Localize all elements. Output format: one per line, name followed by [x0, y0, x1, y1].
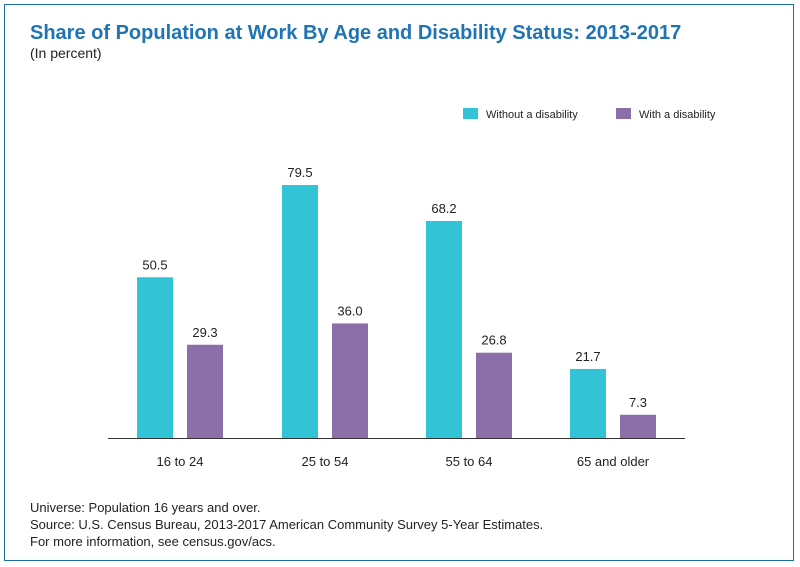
chart-frame: [4, 4, 794, 561]
bar-with-disability: [476, 352, 512, 438]
data-label: 21.7: [575, 349, 600, 364]
bar-without-disability: [426, 220, 462, 438]
data-label: 68.2: [431, 201, 456, 216]
data-label: 26.8: [481, 333, 506, 348]
universe-note: Universe: Population 16 years and over.: [30, 500, 261, 515]
bar-without-disability: [137, 277, 173, 438]
x-tick-label: 25 to 54: [302, 454, 349, 469]
bar-with-disability: [332, 323, 368, 438]
chart-subtitle: (In percent): [30, 45, 102, 61]
legend-without-disability-label: Without a disability: [486, 109, 578, 121]
bar-with-disability: [187, 344, 223, 438]
legend-with-disability-label: With a disability: [639, 109, 716, 121]
data-label: 79.5: [287, 165, 312, 180]
data-label: 29.3: [192, 325, 217, 340]
data-label: 7.3: [629, 395, 647, 410]
x-tick-label: 16 to 24: [157, 454, 204, 469]
legend-with-disability-swatch: [616, 108, 631, 119]
chart-title: Share of Population at Work By Age and D…: [30, 22, 682, 44]
legend-without-disability-swatch: [463, 108, 478, 119]
info-note: For more information, see census.gov/acs…: [30, 534, 276, 549]
bar-without-disability: [282, 185, 318, 438]
x-tick-label: 65 and older: [577, 454, 650, 469]
data-label: 36.0: [337, 303, 362, 318]
x-tick-label: 55 to 64: [446, 454, 493, 469]
chart-footer: Universe: Population 16 years and over. …: [30, 499, 543, 550]
data-label: 50.5: [142, 257, 167, 272]
source-note: Source: U.S. Census Bureau, 2013-2017 Am…: [30, 517, 544, 532]
bar-with-disability: [620, 414, 656, 438]
bar-without-disability: [570, 368, 606, 438]
